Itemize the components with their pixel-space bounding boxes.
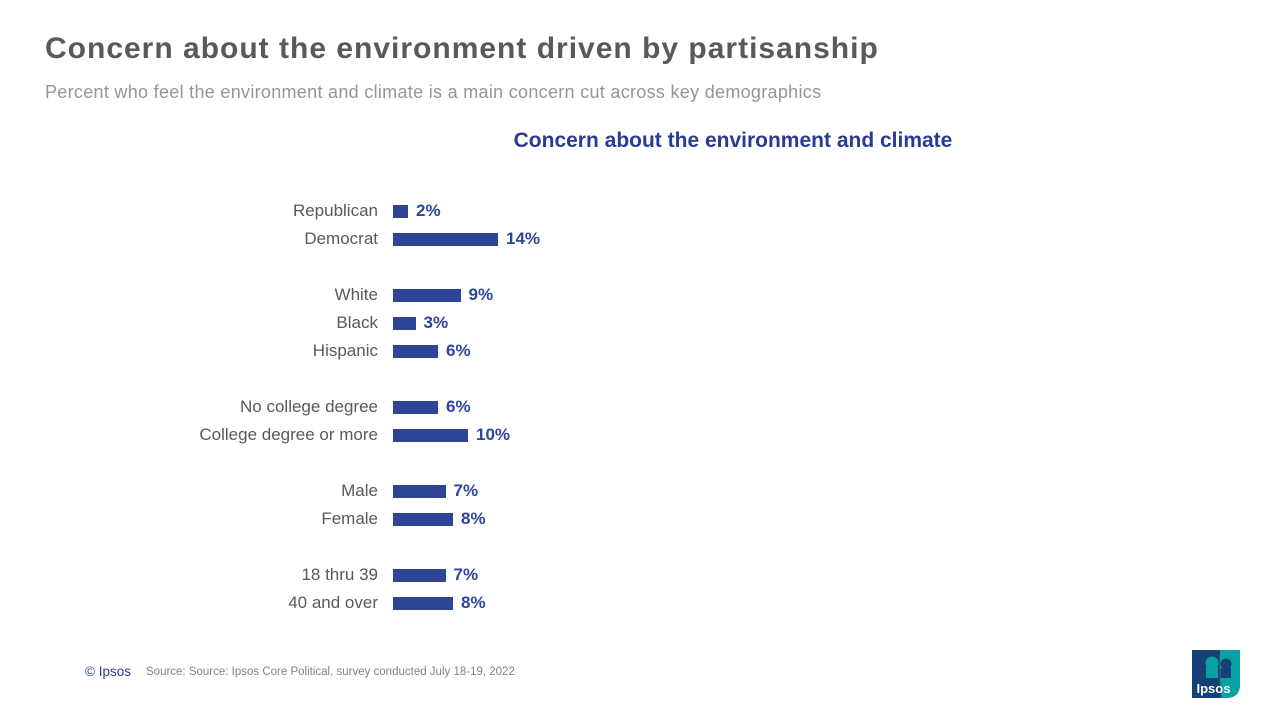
chart-row: Female 8% xyxy=(0,505,1280,533)
value-label: 10% xyxy=(476,425,511,444)
source-note: Source: Source: Ipsos Core Political, su… xyxy=(146,666,515,678)
value-label: 7% xyxy=(453,481,479,500)
chart-row: No college degree 6% xyxy=(0,393,1280,421)
bar xyxy=(393,344,438,358)
bar xyxy=(393,288,461,302)
bar xyxy=(393,596,453,610)
ipsos-logo: Ipsos xyxy=(1192,650,1240,698)
chart-row: 40 and over 8% xyxy=(0,589,1280,617)
value-label: 2% xyxy=(416,201,441,220)
chart-row: Black 3% xyxy=(0,309,1280,337)
bar xyxy=(393,568,446,582)
category-label: College degree or more xyxy=(199,425,378,444)
chart-row: Male 7% xyxy=(0,477,1280,505)
value-label: 14% xyxy=(506,229,541,248)
logo-face-right-icon xyxy=(1220,658,1232,670)
chart-row: College degree or more 10% xyxy=(0,421,1280,449)
logo-wordmark: Ipsos xyxy=(1197,681,1231,696)
value-label: 6% xyxy=(446,341,471,360)
chart-rows: Republican 2% Democrat 14% White 9% Black 3% His… xyxy=(0,197,1280,617)
value-label: 7% xyxy=(453,565,479,584)
chart-title: Concern about the environment and climat… xyxy=(513,129,953,152)
category-label: White xyxy=(334,285,378,304)
category-label: Male xyxy=(341,481,378,500)
value-label: 8% xyxy=(461,593,486,612)
bar xyxy=(393,316,416,330)
value-label: 9% xyxy=(468,285,494,304)
bar xyxy=(393,400,438,414)
bar xyxy=(393,428,468,442)
logo-face-left-icon xyxy=(1205,656,1219,670)
page-title: Concern about the environment driven by … xyxy=(45,32,879,65)
chart-group-education: No college degree 6% College degree or mor… xyxy=(0,393,1280,449)
chart-row: Democrat 14% xyxy=(0,225,1280,253)
page-subtitle: Percent who feel the environment and cli… xyxy=(45,82,822,102)
bar xyxy=(393,484,446,498)
category-label: 18 thru 39 xyxy=(301,565,378,584)
category-label: Female xyxy=(321,509,378,528)
bar xyxy=(393,512,453,526)
bar xyxy=(393,232,498,246)
chart-group-race-ethnicity: White 9% Black 3% Hispanic 6% xyxy=(0,281,1280,365)
chart-group-age: 18 thru 39 7% 40 and over 8% xyxy=(0,561,1280,617)
copyright-label: © Ipsos xyxy=(85,664,131,679)
category-label: Black xyxy=(336,313,378,332)
bar xyxy=(393,204,408,218)
chart-row: Republican 2% xyxy=(0,197,1280,225)
category-label: Democrat xyxy=(304,229,378,248)
category-label: No college degree xyxy=(240,397,378,416)
value-label: 3% xyxy=(423,313,449,332)
value-label: 6% xyxy=(446,397,471,416)
chart-group-gender: Male 7% Female 8% xyxy=(0,477,1280,533)
chart-row: White 9% xyxy=(0,281,1280,309)
chart-row: Hispanic 6% xyxy=(0,337,1280,365)
category-label: 40 and over xyxy=(288,593,378,612)
category-label: Hispanic xyxy=(312,341,378,360)
category-label: Republican xyxy=(292,201,378,220)
chart-row: 18 thru 39 7% xyxy=(0,561,1280,589)
chart-group-party: Republican 2% Democrat 14% xyxy=(0,197,1280,253)
value-label: 8% xyxy=(461,509,486,528)
